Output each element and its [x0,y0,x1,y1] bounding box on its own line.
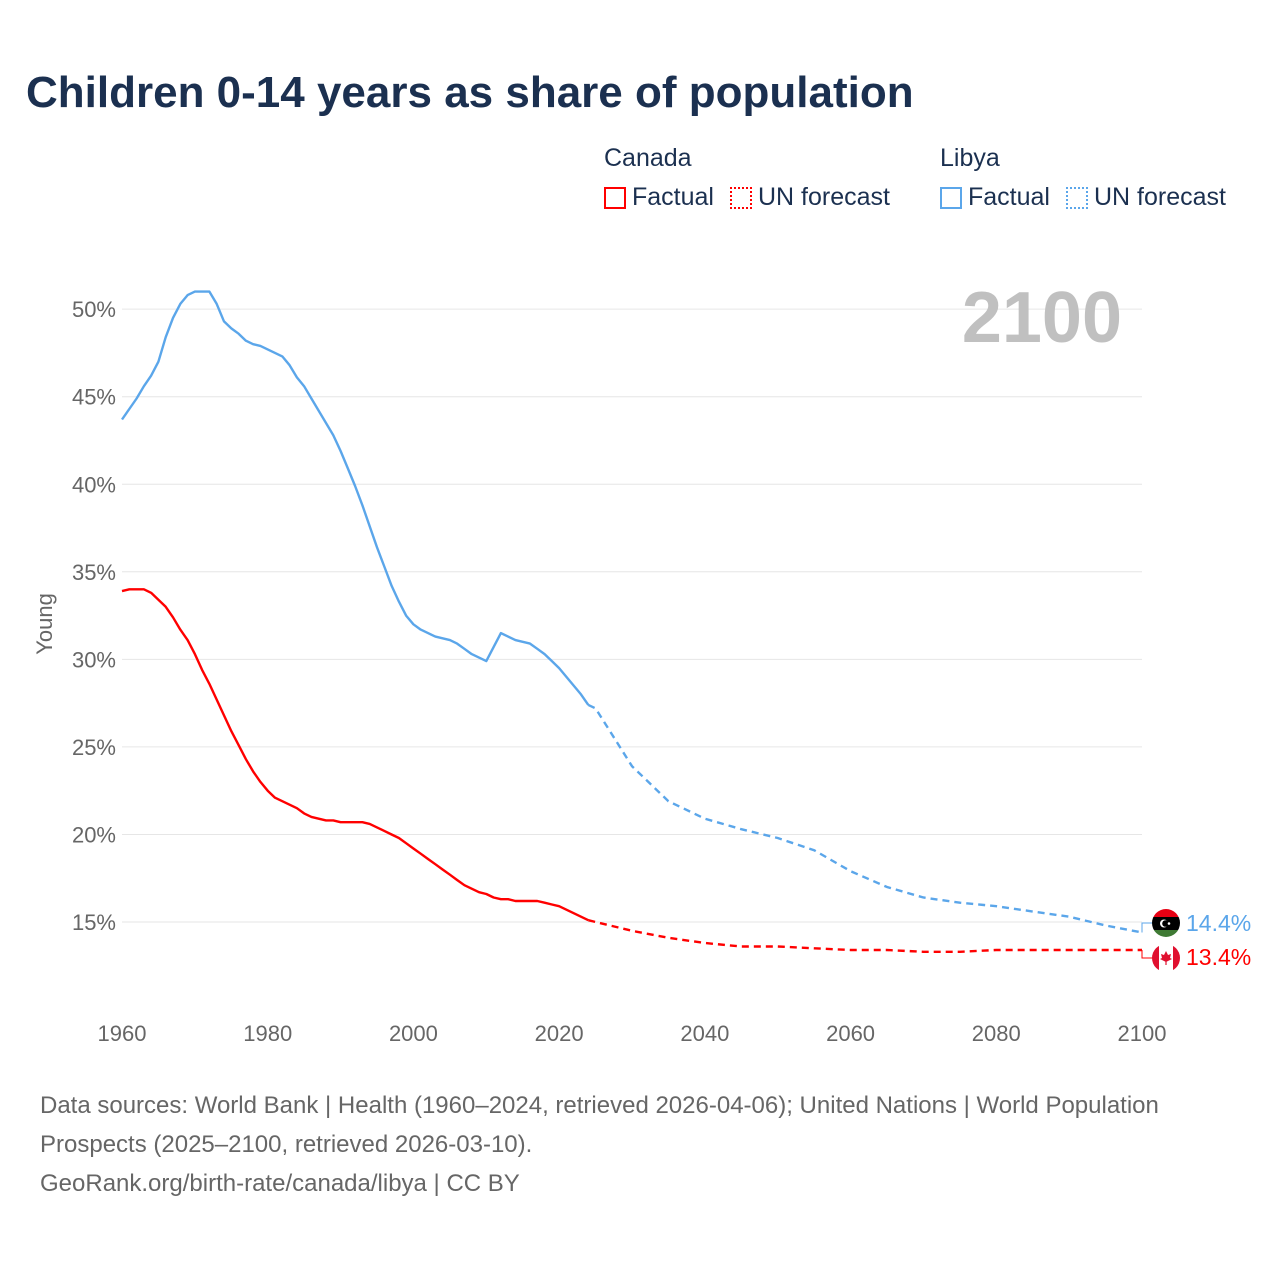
chart-title: Children 0-14 years as share of populati… [26,68,914,117]
legend-libya-title: Libya [940,144,1000,172]
legend-libya-forecast[interactable]: UN forecast [1065,183,1226,212]
end-markers: 14.4% 13.4% [1152,909,1251,972]
y-tick-label: 25% [72,735,116,760]
legend-swatch-solid [940,186,962,209]
libya-end-connector [1141,922,1152,933]
x-tick-label: 1980 [243,1021,292,1046]
canada-end-connector [1141,950,1152,959]
x-tick-label: 2020 [535,1021,584,1046]
canada-forecast-line [588,919,1142,953]
legend-canada: Canada Factual UN forecast [604,144,890,212]
legend-libya: Libya Factual UN forecast [940,144,1226,212]
legend-canada-factual[interactable]: Factual [604,183,714,212]
canada-flag-icon [1152,944,1180,972]
legend-label: Factual [968,183,1050,211]
y-tick-label: 50% [72,297,116,322]
y-tick-label: 20% [72,822,116,847]
x-tick-label: 2080 [972,1021,1021,1046]
legend-swatch-dotted [729,186,752,209]
data-sources: Data sources: World Bank | Health (1960–… [40,1092,1159,1158]
y-axis-ticks: 15% 20% 25% 30% 35% 40% 45% 50% [72,297,116,935]
legend-swatch-dotted [1065,186,1088,209]
y-tick-label: 35% [72,560,116,585]
x-tick-label: 2000 [389,1021,438,1046]
libya-factual-line [121,290,590,706]
x-axis-ticks: 1960 1980 2000 2020 2040 2060 2080 2100 [98,1021,1167,1046]
grid [122,308,1142,923]
legend-swatch-solid [604,186,626,209]
legend-canada-forecast[interactable]: UN forecast [729,183,890,212]
canada-factual-line [121,588,589,922]
series-lines [121,290,1152,959]
footer-link[interactable]: GeoRank.org/birth-rate/canada/libya | CC… [40,1170,520,1197]
footer: Data sources: World Bank | Health (1960–… [40,1086,1240,1203]
x-tick-label: 1960 [98,1021,147,1046]
x-tick-label: 2100 [1118,1021,1167,1046]
y-tick-label: 40% [72,472,116,497]
y-tick-label: 45% [72,385,116,410]
year-watermark: 2100 [962,278,1122,358]
legend-canada-title: Canada [604,144,692,172]
canada-end-value: 13.4% [1186,944,1251,970]
legend-label: UN forecast [757,183,890,211]
libya-end-value: 14.4% [1186,910,1251,936]
x-tick-label: 2040 [680,1021,729,1046]
legend-label: Factual [632,183,714,211]
libya-flag-icon [1152,909,1180,937]
y-tick-label: 15% [72,910,116,935]
x-tick-label: 2060 [826,1021,875,1046]
libya-forecast-line [587,703,1143,934]
legend-libya-factual[interactable]: Factual [940,183,1050,212]
y-axis-label: Young [32,593,57,655]
legend-label: UN forecast [1093,183,1226,211]
y-tick-label: 30% [72,647,116,672]
